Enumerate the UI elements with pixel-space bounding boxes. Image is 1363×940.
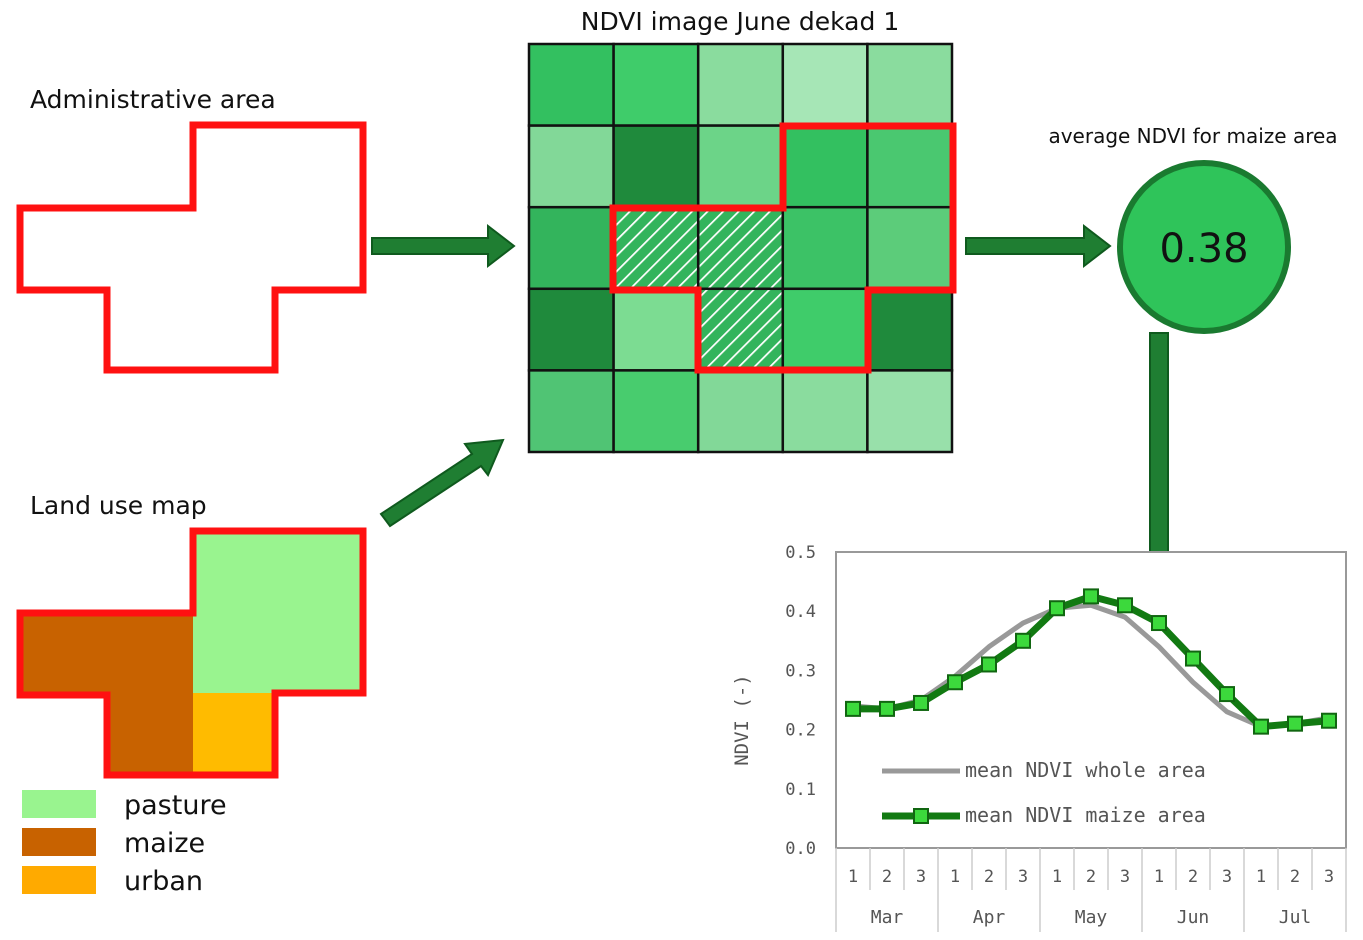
chart-y-tick-label: 0.5 bbox=[785, 543, 816, 563]
chart-data-point bbox=[1321, 712, 1337, 729]
urban-region bbox=[193, 693, 275, 775]
arrow-ndvi-to-average bbox=[965, 223, 1112, 269]
chart-data-point bbox=[845, 700, 861, 717]
legend-label-pasture: pasture bbox=[124, 790, 227, 821]
average-ndvi-circle bbox=[1117, 160, 1291, 334]
ndvi-cell bbox=[527, 369, 615, 454]
ndvi-cell bbox=[866, 369, 954, 454]
legend-label-maize: maize bbox=[124, 828, 205, 859]
chart-y-axis-label: NDVI (-) bbox=[731, 674, 753, 766]
admin-area-shape bbox=[16, 121, 367, 374]
ndvi-cell bbox=[781, 124, 869, 209]
ndvi-cell bbox=[781, 369, 869, 454]
chart-y-tick-label: 0.2 bbox=[785, 721, 816, 741]
ndvi-grid bbox=[527, 42, 954, 454]
admin-area-label: Administrative area bbox=[30, 85, 276, 114]
chart-data-point bbox=[947, 674, 963, 691]
ndvi-cell bbox=[866, 287, 954, 372]
ndvi-cell bbox=[527, 124, 615, 209]
ndvi-cell bbox=[696, 124, 785, 209]
ndvi-image-title: NDVI image June dekad 1 bbox=[581, 7, 899, 36]
ndvi-cell bbox=[612, 124, 700, 209]
legend-label-urban: urban bbox=[124, 866, 203, 897]
chart-x-sub-tick-label: 2 bbox=[1188, 867, 1198, 887]
chart-data-point bbox=[981, 656, 997, 673]
ndvi-cell bbox=[527, 287, 615, 372]
chart-data-point bbox=[1219, 686, 1235, 703]
chart-data-point bbox=[1253, 718, 1269, 735]
ndvi-cell bbox=[612, 42, 700, 127]
ndvi-cell bbox=[612, 369, 700, 454]
ndvi-cell bbox=[866, 124, 954, 209]
chart-x-sub-tick-label: 3 bbox=[1324, 867, 1334, 887]
arrow-landuse-to-ndvi bbox=[379, 438, 505, 528]
chart-x-sub-tick-label: 3 bbox=[1018, 867, 1028, 887]
ndvi-cell bbox=[527, 205, 615, 291]
chart-x-month-label: May bbox=[1075, 907, 1108, 928]
chart-x-month-label: Jul bbox=[1279, 907, 1312, 928]
chart-x-sub-tick-label: 1 bbox=[950, 867, 960, 887]
chart-y-tick-label: 0.4 bbox=[785, 602, 816, 622]
maize-region bbox=[107, 693, 193, 775]
chart-data-point bbox=[1015, 632, 1031, 649]
average-ndvi-value: 0.38 bbox=[1159, 226, 1248, 272]
ndvi-cell bbox=[527, 42, 615, 127]
ndvi-cell bbox=[866, 205, 954, 291]
ndvi-cell bbox=[612, 287, 700, 372]
chart-legend-label: mean NDVI whole area bbox=[965, 758, 1206, 782]
land-use-legend: pasture maize urban bbox=[22, 790, 227, 897]
chart-y-tick-label: 0.3 bbox=[785, 661, 816, 681]
chart-x-sub-tick-label: 2 bbox=[1290, 867, 1300, 887]
ndvi-cell bbox=[781, 287, 869, 372]
chart-y-tick-label: 0.1 bbox=[785, 780, 816, 800]
chart-y-tick-label: 0.0 bbox=[785, 839, 816, 859]
chart-x-sub-tick-label: 2 bbox=[984, 867, 994, 887]
ndvi-cell bbox=[781, 42, 869, 127]
chart-legend-marker bbox=[913, 808, 929, 824]
chart-x-sub-tick-label: 3 bbox=[916, 867, 926, 887]
chart-data-point bbox=[913, 694, 929, 711]
chart-data-point bbox=[1049, 600, 1065, 617]
chart-data-point bbox=[1117, 597, 1133, 614]
chart-x-sub-tick-label: 2 bbox=[1086, 867, 1096, 887]
legend-swatch-pasture bbox=[22, 790, 96, 818]
arrow-admin-to-ndvi bbox=[371, 223, 516, 269]
chart-x-month-label: Apr bbox=[973, 907, 1006, 928]
legend-swatch-maize bbox=[22, 828, 96, 856]
land-use-label: Land use map bbox=[30, 491, 207, 520]
land-use-boundary bbox=[16, 527, 367, 779]
land-use-map bbox=[16, 527, 367, 779]
ndvi-cell bbox=[781, 205, 869, 291]
maize-area-outline bbox=[609, 122, 957, 374]
chart-x-sub-tick-label: 2 bbox=[882, 867, 892, 887]
average-ndvi-label: average NDVI for maize area bbox=[1048, 124, 1337, 148]
chart-data-point bbox=[1151, 615, 1167, 632]
ndvi-cell bbox=[696, 42, 785, 127]
chart-x-sub-tick-label: 3 bbox=[1120, 867, 1130, 887]
ndvi-cell bbox=[696, 369, 785, 454]
ndvi-time-series-chart: NDVI (-) 0.0 0.1 0.2 0.3 0.4 0.5 1 2 3 1 2 3 1 2 3 1 2 3… bbox=[731, 543, 1347, 932]
chart-data-point bbox=[879, 700, 895, 717]
chart-data-point bbox=[1185, 650, 1201, 667]
chart-x-month-label: Jun bbox=[1177, 907, 1210, 928]
chart-x-sub-tick-label: 1 bbox=[848, 867, 858, 887]
ndvi-cell bbox=[866, 42, 954, 127]
chart-x-sub-tick-label: 1 bbox=[1154, 867, 1164, 887]
chart-data-point bbox=[1083, 588, 1099, 605]
ndvi-cell-maize bbox=[696, 287, 785, 372]
ndvi-cell-maize bbox=[612, 205, 700, 291]
chart-x-sub-tick-label: 1 bbox=[1256, 867, 1266, 887]
chart-x-month-label: Mar bbox=[871, 907, 904, 928]
legend-swatch-urban bbox=[22, 866, 96, 894]
chart-x-sub-tick-label: 1 bbox=[1052, 867, 1062, 887]
chart-x-sub-tick-label: 3 bbox=[1222, 867, 1232, 887]
pasture-region bbox=[193, 531, 363, 693]
maize-region bbox=[20, 613, 193, 695]
ndvi-cell-maize bbox=[696, 205, 785, 291]
chart-data-point bbox=[1287, 715, 1303, 732]
chart-legend-label: mean NDVI maize area bbox=[965, 803, 1206, 827]
